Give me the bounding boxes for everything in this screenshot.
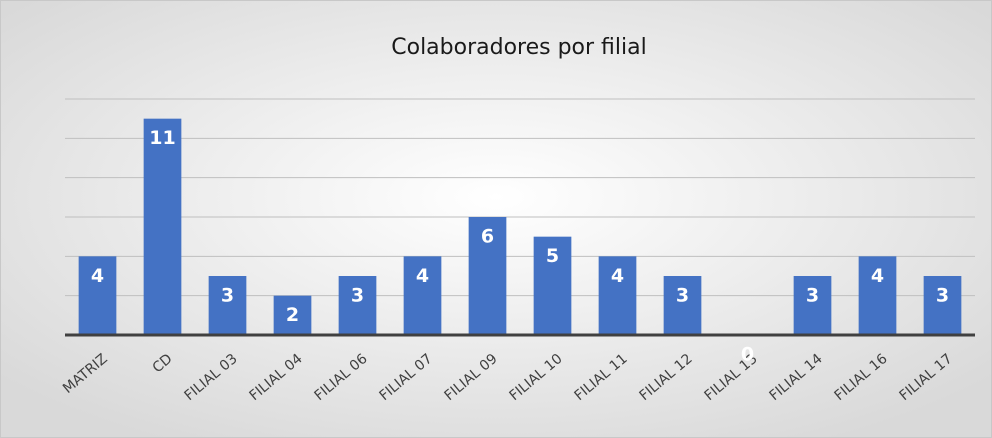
data-label: 6 [481, 226, 494, 248]
data-label: 3 [221, 285, 234, 307]
data-label: 5 [546, 245, 559, 267]
bar [143, 118, 182, 336]
data-label: 4 [416, 265, 429, 287]
bar [533, 236, 572, 335]
bar [858, 256, 897, 335]
bar [273, 295, 312, 335]
data-label: 3 [351, 285, 364, 307]
data-label: 0 [741, 344, 754, 366]
data-label: 3 [676, 285, 689, 307]
data-label: 3 [936, 285, 949, 307]
bar [923, 276, 962, 335]
data-label: 4 [871, 265, 884, 287]
data-label: 2 [286, 304, 299, 326]
chart-title: Colaboradores por filial [391, 35, 646, 60]
data-label: 3 [806, 285, 819, 307]
bar [793, 276, 832, 335]
bar [468, 217, 507, 335]
data-label: 11 [149, 127, 175, 149]
bar [663, 276, 702, 335]
data-label: 4 [91, 265, 104, 287]
bar [338, 276, 377, 335]
bar [78, 256, 117, 335]
data-label: 4 [611, 265, 624, 287]
bar [403, 256, 442, 335]
bar [598, 256, 637, 335]
bar [208, 276, 247, 335]
